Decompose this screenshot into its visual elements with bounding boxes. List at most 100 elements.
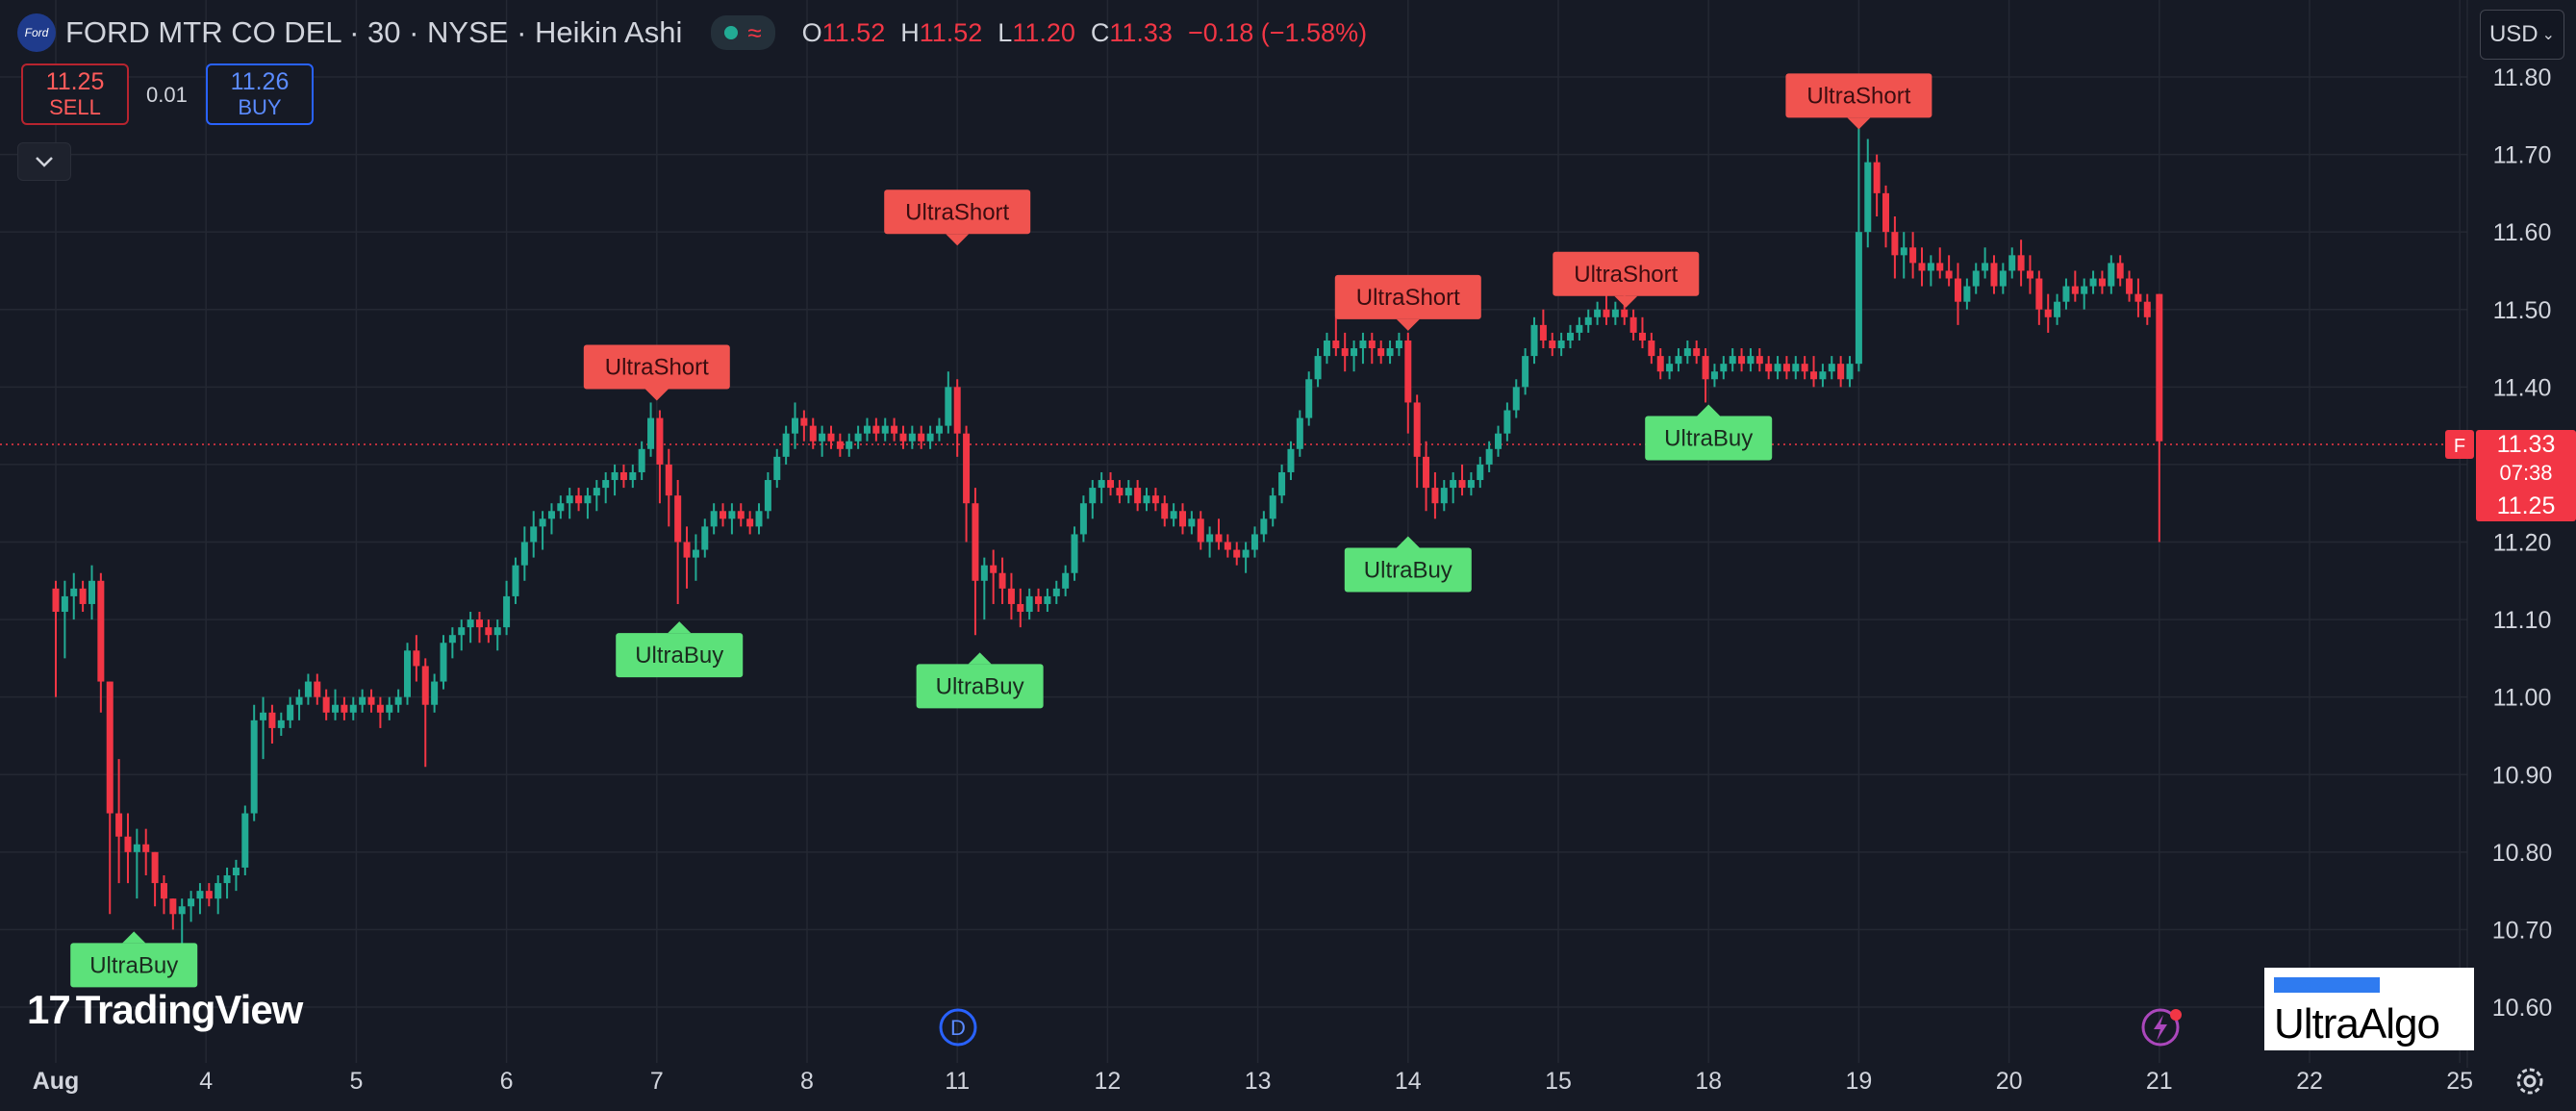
candle-body bbox=[674, 495, 682, 543]
marker-label: UltraBuy bbox=[1664, 425, 1753, 451]
bid-price-value: 11.25 bbox=[2497, 492, 2556, 519]
ultrabuy-marker[interactable]: UltraBuy bbox=[1344, 536, 1472, 593]
x-tick-label: 19 bbox=[1845, 1068, 1872, 1095]
candle-body bbox=[2126, 278, 2134, 294]
x-tick-label: 8 bbox=[800, 1068, 814, 1095]
ultrabuy-marker[interactable]: UltraBuy bbox=[70, 931, 198, 988]
candle-body bbox=[475, 619, 483, 628]
marker-label: UltraShort bbox=[1574, 262, 1678, 288]
candle-body bbox=[1792, 364, 1800, 372]
ultraalgo-wordmark: UltraAlgo bbox=[2274, 1000, 2440, 1048]
candle-body bbox=[1404, 340, 1412, 403]
candle-body bbox=[2116, 263, 2124, 279]
candle-body bbox=[629, 471, 637, 481]
candle-body bbox=[1206, 534, 1214, 543]
candle-body bbox=[2143, 301, 2151, 317]
candle-body bbox=[1250, 534, 1258, 550]
lightning-event-icon[interactable] bbox=[2141, 1008, 2180, 1047]
sell-button[interactable]: 11.25 SELL bbox=[21, 63, 129, 125]
candle-body bbox=[638, 448, 645, 472]
candle-body bbox=[322, 696, 330, 713]
candle-body bbox=[926, 433, 934, 442]
candle-body bbox=[935, 425, 943, 434]
candle-body bbox=[232, 867, 240, 876]
last-price-tag bbox=[2476, 430, 2576, 521]
symbol-title[interactable]: FORD MTR CO DEL · 30 · NYSE · Heikin Ash… bbox=[65, 15, 683, 49]
candle-body bbox=[97, 580, 105, 682]
marker-box bbox=[616, 633, 744, 678]
candle-body bbox=[1675, 356, 1682, 365]
ultrabuy-marker[interactable]: UltraBuy bbox=[616, 621, 744, 678]
x-tick-label: 25 bbox=[2446, 1068, 2473, 1095]
candle-body bbox=[1603, 309, 1610, 317]
candle-body bbox=[1576, 324, 1583, 333]
candle-body bbox=[448, 635, 456, 644]
candle-body bbox=[963, 433, 971, 504]
candle-body bbox=[1990, 263, 1998, 287]
event-icons[interactable]: D bbox=[939, 1008, 2182, 1047]
currency-selector[interactable]: USD ⌄ bbox=[2480, 10, 2564, 60]
marker-pointer bbox=[1396, 536, 1420, 548]
y-tick-label: 11.70 bbox=[2493, 142, 2552, 169]
candle-body bbox=[520, 542, 528, 566]
candle-body bbox=[268, 712, 276, 728]
currency-label: USD bbox=[2488, 21, 2538, 47]
candle-body bbox=[683, 542, 691, 558]
candle-body bbox=[2081, 286, 2088, 294]
dividend-event-icon[interactable] bbox=[939, 1008, 977, 1047]
candle-body bbox=[2008, 255, 2016, 271]
candle-body bbox=[1982, 263, 1989, 271]
candle-body bbox=[918, 433, 925, 442]
ultrashort-marker[interactable]: UltraShort bbox=[1785, 73, 1932, 130]
candle-body bbox=[846, 441, 853, 449]
ultrashort-marker[interactable]: UltraShort bbox=[583, 344, 730, 401]
candle-body bbox=[2054, 301, 2061, 317]
buy-label: BUY bbox=[238, 94, 282, 119]
buy-button[interactable]: 11.26 BUY bbox=[206, 63, 314, 125]
candle-body bbox=[2071, 286, 2079, 294]
candle-body bbox=[1287, 448, 1295, 472]
collapse-legend-button[interactable] bbox=[17, 142, 71, 181]
ultrashort-marker[interactable]: UltraShort bbox=[884, 189, 1031, 246]
candle-body bbox=[250, 720, 258, 814]
market-status-pill[interactable]: ≈ bbox=[711, 15, 775, 50]
candle-body bbox=[1720, 364, 1728, 372]
candle-body bbox=[1431, 488, 1439, 504]
ultrashort-marker[interactable]: UltraShort bbox=[1334, 274, 1481, 331]
chevron-down-icon bbox=[36, 157, 53, 167]
buy-price: 11.26 bbox=[230, 68, 290, 96]
candle-body bbox=[1702, 356, 1709, 380]
candle-body bbox=[854, 433, 862, 442]
candle-body bbox=[332, 704, 340, 713]
ultrabuy-marker[interactable]: UltraBuy bbox=[1645, 404, 1773, 461]
candle-body bbox=[142, 844, 150, 852]
candle-body bbox=[1666, 364, 1674, 372]
x-tick-label: Aug bbox=[33, 1068, 80, 1095]
x-tick-label: 21 bbox=[2146, 1068, 2173, 1095]
candle-body bbox=[2108, 263, 2115, 287]
candle-body bbox=[421, 666, 429, 705]
tradingview-logo[interactable]: 17 TradingView bbox=[27, 987, 303, 1033]
x-tick-label: 15 bbox=[1545, 1068, 1572, 1095]
candle-body bbox=[215, 883, 222, 899]
candle-body bbox=[404, 650, 412, 697]
candle-body bbox=[1188, 518, 1196, 527]
candle-body bbox=[1530, 324, 1538, 357]
low-label: L bbox=[998, 17, 1013, 47]
candle-body bbox=[1648, 340, 1655, 357]
candle-body bbox=[1062, 572, 1070, 589]
marker-box bbox=[916, 664, 1044, 709]
candle-body bbox=[1485, 448, 1493, 465]
ultrabuy-marker[interactable]: UltraBuy bbox=[916, 652, 1044, 709]
candle-body bbox=[1413, 402, 1421, 457]
ultrashort-marker[interactable]: UltraShort bbox=[1553, 251, 1700, 308]
candle-body bbox=[891, 425, 898, 434]
marker-pointer bbox=[1847, 117, 1871, 130]
candle-body bbox=[1549, 340, 1556, 349]
candle-body bbox=[1512, 387, 1520, 411]
candle-body bbox=[70, 588, 78, 596]
gear-icon[interactable] bbox=[2511, 1062, 2549, 1100]
candle-body bbox=[1386, 348, 1394, 357]
